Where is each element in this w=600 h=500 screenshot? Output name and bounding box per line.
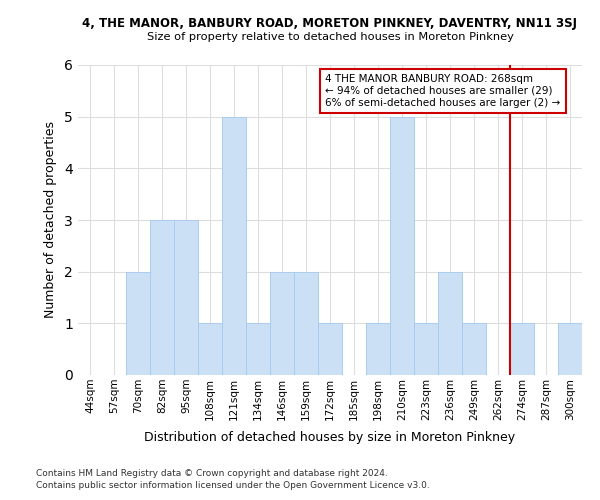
Y-axis label: Number of detached properties: Number of detached properties bbox=[44, 122, 58, 318]
Bar bbox=[366, 324, 390, 375]
Bar bbox=[222, 116, 246, 375]
Bar bbox=[126, 272, 150, 375]
X-axis label: Distribution of detached houses by size in Moreton Pinkney: Distribution of detached houses by size … bbox=[145, 431, 515, 444]
Bar bbox=[318, 324, 342, 375]
Text: 4, THE MANOR, BANBURY ROAD, MORETON PINKNEY, DAVENTRY, NN11 3SJ: 4, THE MANOR, BANBURY ROAD, MORETON PINK… bbox=[83, 18, 577, 30]
Bar bbox=[246, 324, 270, 375]
Text: Contains HM Land Registry data © Crown copyright and database right 2024.: Contains HM Land Registry data © Crown c… bbox=[36, 468, 388, 477]
Text: Size of property relative to detached houses in Moreton Pinkney: Size of property relative to detached ho… bbox=[146, 32, 514, 42]
Bar bbox=[150, 220, 174, 375]
Bar bbox=[558, 324, 582, 375]
Bar bbox=[462, 324, 486, 375]
Bar bbox=[390, 116, 414, 375]
Bar bbox=[174, 220, 198, 375]
Text: Contains public sector information licensed under the Open Government Licence v3: Contains public sector information licen… bbox=[36, 481, 430, 490]
Bar bbox=[414, 324, 438, 375]
Bar bbox=[438, 272, 462, 375]
Bar bbox=[198, 324, 222, 375]
Bar bbox=[270, 272, 294, 375]
Bar bbox=[294, 272, 318, 375]
Text: 4 THE MANOR BANBURY ROAD: 268sqm
← 94% of detached houses are smaller (29)
6% of: 4 THE MANOR BANBURY ROAD: 268sqm ← 94% o… bbox=[325, 74, 560, 108]
Bar bbox=[510, 324, 534, 375]
